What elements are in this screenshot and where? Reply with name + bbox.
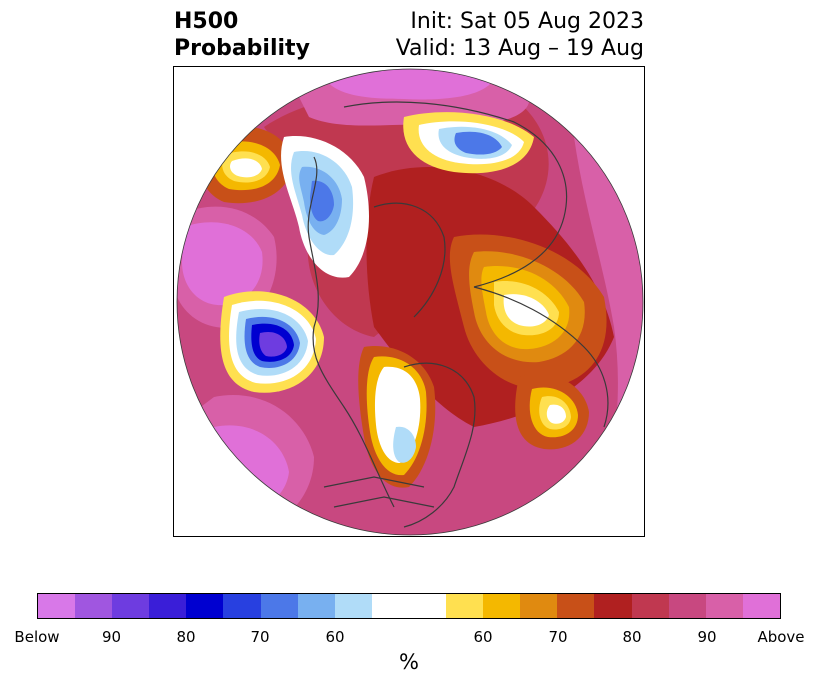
colorbar-tick-label: 70 [548, 628, 568, 646]
colorbar-segment [408, 594, 447, 618]
map-boundaries [307, 101, 609, 528]
goa-cold-core [259, 331, 287, 357]
colorbar-segment [557, 594, 595, 618]
colorbar-segment [705, 594, 743, 618]
atlantic-neutral [546, 404, 566, 424]
colorbar-segment [631, 594, 669, 618]
colorbar-tick-label: Below [14, 628, 60, 646]
probability-map [173, 66, 645, 537]
bering-cold-3 [310, 180, 334, 222]
colorbar-tick-label: 90 [697, 628, 717, 646]
colorbar-tick-label: 80 [176, 628, 196, 646]
colorbar-segment [594, 594, 632, 618]
east-coastline [403, 362, 476, 528]
colorbar-segment [297, 594, 335, 618]
colorbar-segment [742, 594, 780, 618]
europe-coastline [473, 286, 609, 428]
colorbar-segment [38, 594, 76, 618]
europe-neutral [503, 294, 549, 327]
chart-title-right: Init: Sat 05 Aug 2023 Valid: 13 Aug – 19… [396, 8, 644, 62]
colorbar-tick-label: 70 [250, 628, 270, 646]
colorbar-tick-label: 80 [622, 628, 642, 646]
colorbar-segment [483, 594, 521, 618]
colorbar-segment [149, 594, 187, 618]
colorbar-segment [112, 594, 150, 618]
colorbar-segment [260, 594, 298, 618]
title-product: Probability [174, 36, 310, 61]
chart-title-left: H500 Probability [174, 8, 310, 62]
probability-field [177, 69, 643, 535]
greenland-coastline [373, 202, 446, 318]
colorbar-segment [334, 594, 372, 618]
alaska-neutral [230, 158, 262, 178]
colorbar [37, 593, 781, 619]
colorbar-segment [371, 594, 409, 618]
arctic-pink-core [324, 69, 494, 100]
colorbar-segment [75, 594, 113, 618]
globe-outline [176, 68, 644, 536]
colorbar-segment [223, 594, 261, 618]
namerica-cool [393, 426, 416, 463]
colorbar-tick-label: Above [757, 628, 805, 646]
arctic-coastline [343, 101, 568, 288]
colorbar-segment [446, 594, 484, 618]
colorbar-tick-label: 60 [325, 628, 345, 646]
siberia-cold-2 [454, 131, 502, 155]
colorbar-segment [186, 594, 224, 618]
state-lines [323, 476, 435, 508]
colorbar-segment [668, 594, 706, 618]
colorbar-tick-label: 60 [473, 628, 493, 646]
colorbar-unit: % [399, 650, 419, 674]
colorbar-tick-label: 90 [101, 628, 122, 646]
valid-period: Valid: 13 Aug – 19 Aug [395, 36, 644, 61]
pacific-pink-2 [182, 222, 263, 306]
map-svg [176, 68, 644, 536]
init-date: Init: Sat 05 Aug 2023 [410, 9, 644, 34]
title-variable: H500 [174, 9, 239, 34]
west-coastline [307, 156, 395, 508]
colorbar-segment [520, 594, 558, 618]
